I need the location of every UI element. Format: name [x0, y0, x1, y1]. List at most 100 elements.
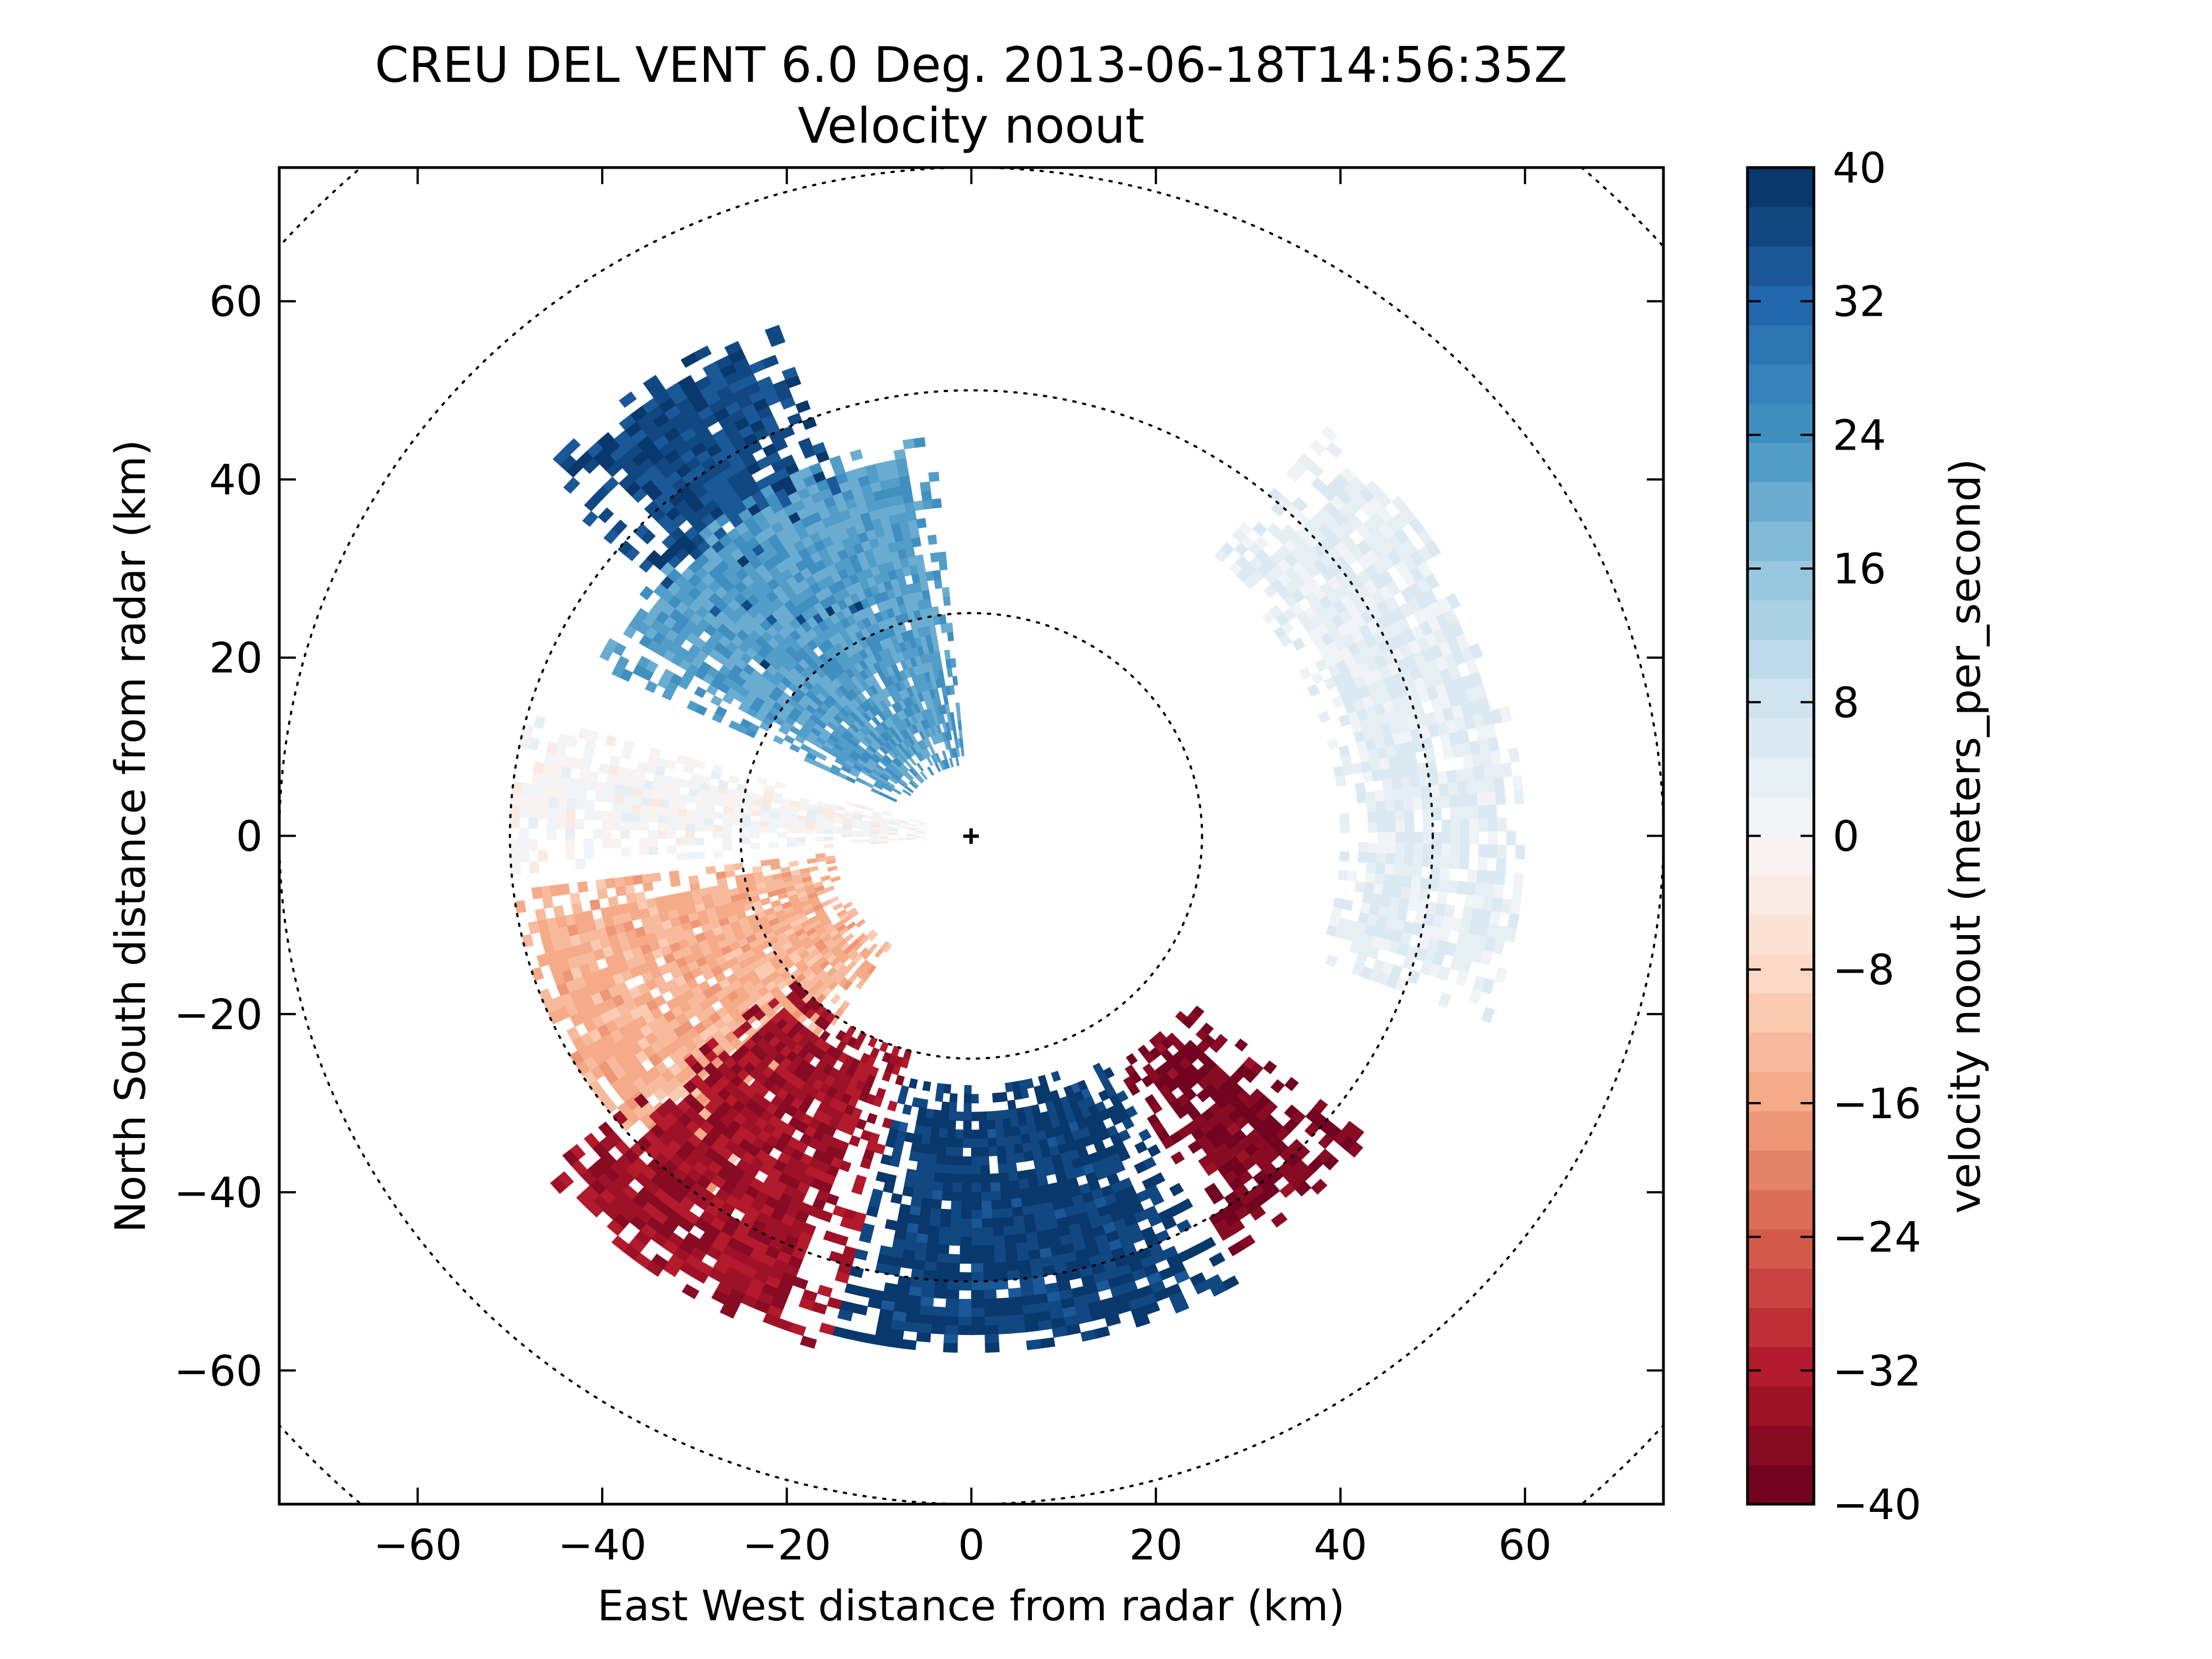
radar-gate	[612, 802, 623, 813]
radar-gate	[1385, 800, 1396, 812]
radar-gate	[1380, 768, 1392, 781]
radar-gate	[995, 1128, 1005, 1139]
radar-gate	[936, 1253, 949, 1264]
radar-gate	[757, 776, 768, 785]
radar-gate	[980, 1165, 990, 1175]
radar-gate	[694, 686, 707, 698]
radar-gate	[1004, 1243, 1017, 1254]
radar-gate	[971, 1263, 984, 1273]
radar-gate	[622, 794, 633, 805]
radar-gate	[658, 806, 669, 816]
radar-gate	[893, 448, 906, 460]
radar-gate	[887, 1100, 898, 1112]
radar-gate	[1423, 820, 1433, 833]
radar-gate	[1008, 1108, 1018, 1119]
radar-gate	[774, 781, 786, 790]
radar-gate	[990, 1199, 1002, 1210]
radar-gate	[919, 1144, 930, 1155]
radar-gate	[1006, 1162, 1018, 1173]
radar-gate	[920, 581, 929, 592]
radar-gate	[1170, 1151, 1185, 1165]
radar-gate	[806, 858, 817, 864]
radar-gate	[997, 1315, 1011, 1326]
radar-gate	[820, 875, 831, 882]
radar-gate	[630, 812, 640, 822]
radar-gate	[980, 1173, 991, 1184]
radar-gate	[915, 1116, 926, 1127]
radar-gate	[905, 1312, 920, 1324]
radar-gate	[1001, 1109, 1010, 1120]
radar-gate	[657, 822, 667, 831]
radar-gate	[947, 1271, 960, 1282]
radar-gate	[946, 1138, 956, 1148]
radar-gate	[705, 804, 716, 812]
radar-gate	[955, 702, 961, 712]
radar-gate	[932, 1109, 942, 1120]
radar-gate	[1459, 806, 1470, 820]
radar-gate	[1024, 1321, 1039, 1333]
radar-gate	[677, 801, 688, 810]
radar-gate	[635, 891, 646, 902]
radar-gate	[1013, 1215, 1025, 1227]
radar-gate	[914, 1124, 924, 1136]
radar-gate	[1384, 789, 1395, 801]
radar-gate	[722, 831, 732, 838]
radar-gate	[940, 1110, 950, 1120]
radar-gate	[723, 864, 734, 872]
radar-gate	[920, 481, 931, 492]
radar-gate	[924, 1261, 937, 1272]
radar-gate	[961, 1183, 972, 1193]
radar-gate	[548, 785, 560, 798]
radar-gate	[930, 1208, 941, 1218]
radar-gate	[1376, 811, 1387, 823]
radar-gate	[1473, 766, 1485, 781]
radar-gate	[925, 1252, 938, 1263]
radar-gate	[705, 866, 716, 875]
radar-gate	[963, 1103, 972, 1113]
radar-gate	[971, 1147, 980, 1157]
radar-gate	[1018, 1178, 1030, 1190]
radar-gate	[916, 762, 924, 772]
radar-gate	[646, 550, 661, 565]
radar-gate	[982, 1245, 994, 1255]
radar-gate	[866, 1113, 878, 1125]
radar-gate	[650, 872, 661, 883]
radar-gate	[995, 1136, 1005, 1147]
radar-gate	[659, 791, 671, 801]
radar-gate	[1368, 822, 1378, 833]
radar-gate	[915, 1233, 928, 1244]
radar-gate	[971, 1325, 985, 1335]
radar-gate	[1020, 1286, 1035, 1297]
radar-gate	[917, 1224, 930, 1235]
radar-gate	[909, 528, 920, 539]
radar-gate	[830, 993, 841, 1005]
radar-gate	[510, 862, 521, 875]
radar-gate	[954, 1129, 964, 1139]
radar-gate	[707, 784, 719, 793]
radar-gate	[952, 676, 958, 686]
radar-gate	[842, 833, 852, 837]
radar-gate	[961, 1209, 972, 1219]
radar-gate	[1374, 790, 1385, 802]
radar-gate	[632, 786, 643, 797]
radar-gate	[565, 828, 575, 840]
radar-gate	[576, 789, 587, 801]
radar-gate	[931, 1315, 946, 1326]
radar-gate	[945, 1307, 959, 1317]
radar-gate	[757, 376, 774, 390]
radar-gate	[827, 865, 838, 872]
radar-gate	[870, 787, 881, 795]
radar-gate	[1000, 1199, 1013, 1209]
radar-gate	[948, 758, 954, 768]
radar-gate	[941, 1101, 950, 1112]
radar-gate	[662, 775, 674, 785]
radar-gate	[946, 667, 953, 677]
radar-gate	[952, 1165, 963, 1175]
radar-gate	[722, 843, 732, 851]
radar-gate	[958, 1316, 972, 1327]
radar-gate	[1501, 762, 1513, 778]
radar-gate	[819, 1322, 836, 1335]
radar-gate	[927, 1145, 938, 1155]
radar-gate	[563, 477, 581, 494]
radar-gate	[1478, 818, 1489, 832]
